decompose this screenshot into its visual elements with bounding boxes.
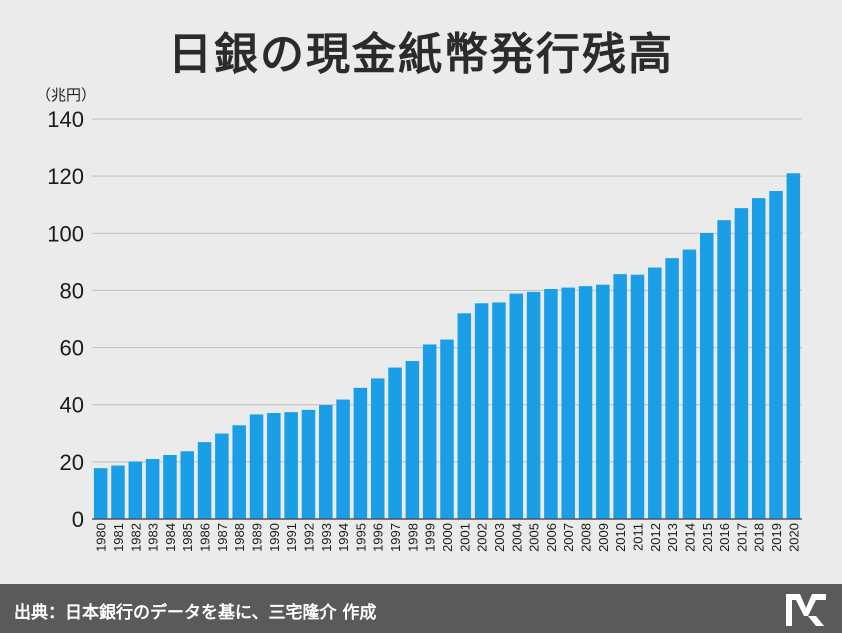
- x-tick-label: 1992: [301, 523, 316, 552]
- source-note: 出典：日本銀行のデータを基に、三宅隆介 作成: [14, 603, 377, 623]
- x-tick-label: 2001: [457, 523, 472, 552]
- bar: [769, 191, 783, 519]
- bar: [665, 258, 679, 519]
- x-tick-label: 1984: [163, 523, 178, 552]
- footer-bar: 出典：日本銀行のデータを基に、三宅隆介 作成: [0, 584, 842, 633]
- y-tick-label: 80: [60, 278, 84, 303]
- y-tick-label: 20: [60, 450, 84, 475]
- bar: [405, 361, 420, 519]
- bar: [128, 461, 143, 519]
- x-tick-label: 1980: [94, 523, 109, 552]
- x-tick-label: 2012: [648, 523, 663, 552]
- bar: [93, 468, 108, 519]
- x-tick-label: 2010: [613, 523, 628, 552]
- bar: [596, 284, 610, 519]
- bar: [751, 198, 766, 519]
- y-axis-unit-label: （兆円）: [36, 86, 97, 104]
- bar: [370, 378, 385, 519]
- x-tick-label: 1998: [405, 523, 420, 552]
- x-tick-label: 2011: [630, 523, 645, 551]
- x-tick-label: 2017: [734, 523, 749, 552]
- bar: [249, 414, 264, 519]
- chart-title: 日銀の現金紙幣発行残高: [168, 29, 674, 80]
- bar: [544, 289, 558, 519]
- bar: [717, 220, 731, 519]
- x-tick-label: 2009: [596, 523, 611, 552]
- x-tick-label: 2019: [769, 523, 784, 552]
- x-tick-label: 1997: [388, 523, 403, 552]
- bar: [422, 344, 437, 519]
- x-tick-label: 1990: [267, 523, 282, 552]
- bar: [301, 409, 316, 519]
- bar: [561, 287, 575, 519]
- y-tick-label: 140: [47, 107, 84, 132]
- x-tick-label: 2006: [544, 523, 559, 552]
- bar: [215, 433, 229, 519]
- bar: [786, 173, 801, 520]
- bar: [578, 286, 593, 519]
- y-tick-label: 0: [72, 507, 84, 532]
- x-tick-label: 2013: [665, 523, 680, 552]
- x-tick-label: 2008: [579, 523, 594, 552]
- bar: [197, 442, 212, 519]
- x-tick-label: 2014: [682, 523, 697, 552]
- x-tick-label: 1982: [128, 523, 143, 552]
- x-tick-label: 2003: [492, 523, 507, 552]
- bar: [734, 208, 749, 519]
- x-tick-label: 1987: [215, 523, 230, 552]
- bar: [336, 399, 350, 519]
- bar: [284, 412, 298, 519]
- x-tick-label: 1996: [371, 523, 386, 552]
- x-tick-label: 2005: [527, 523, 542, 552]
- x-tick-label: 2015: [700, 523, 715, 552]
- bar: [163, 455, 177, 519]
- bar: [474, 303, 489, 519]
- bar: [232, 425, 246, 519]
- bar: [319, 405, 333, 519]
- bar: [440, 339, 454, 519]
- bar: [492, 302, 506, 519]
- x-tick-label: 2020: [786, 523, 801, 552]
- bar: [509, 293, 524, 519]
- bar: [613, 274, 627, 519]
- x-tick-label: 1985: [180, 523, 195, 552]
- bar: [457, 313, 472, 519]
- x-tick-label: 1988: [232, 523, 247, 552]
- logo-icon: [786, 594, 826, 626]
- x-tick-label: 2007: [561, 523, 576, 552]
- bar: [700, 233, 714, 519]
- x-tick-label: 2000: [440, 523, 455, 552]
- x-tick-label: 1986: [198, 523, 213, 552]
- x-tick-label: 1995: [353, 523, 368, 552]
- x-tick-label: 2004: [509, 523, 524, 552]
- bar: [145, 459, 160, 519]
- x-tick-label: 1981: [111, 523, 126, 552]
- x-tick-label: 2016: [717, 523, 732, 552]
- x-tick-label: 1989: [250, 523, 265, 552]
- bar: [526, 291, 541, 519]
- x-tick-label: 1993: [319, 523, 334, 552]
- y-tick-label: 40: [60, 393, 84, 418]
- bar: [353, 387, 368, 519]
- x-tick-label: 1991: [284, 523, 299, 552]
- bar: [111, 465, 125, 519]
- bar: [267, 413, 281, 519]
- x-tick-label: 1994: [336, 523, 351, 552]
- bar: [682, 249, 697, 520]
- x-tick-label: 2018: [752, 523, 767, 552]
- y-tick-label: 120: [47, 164, 84, 189]
- bar: [648, 267, 662, 519]
- bar: [388, 367, 402, 519]
- x-tick-label: 2002: [475, 523, 490, 552]
- bar: [180, 451, 194, 519]
- y-tick-label: 100: [47, 221, 84, 246]
- bar: [630, 274, 645, 519]
- x-tick-label: 1999: [423, 523, 438, 552]
- y-tick-label: 60: [60, 336, 84, 361]
- x-tick-label: 1983: [146, 523, 161, 552]
